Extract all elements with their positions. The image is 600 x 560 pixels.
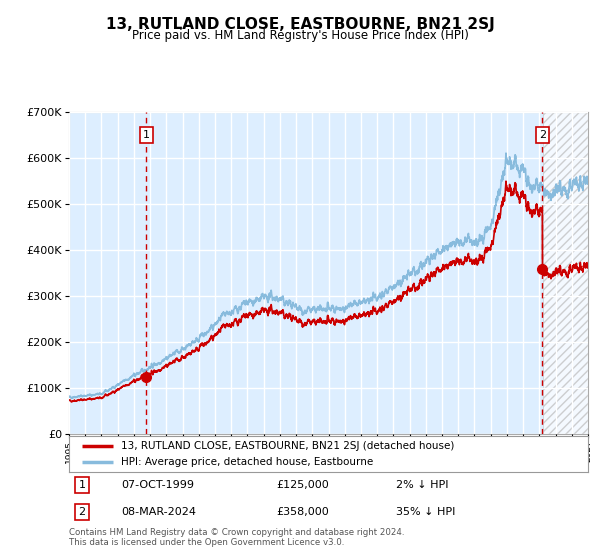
Text: HPI: Average price, detached house, Eastbourne: HPI: Average price, detached house, East…	[121, 457, 373, 467]
Text: Contains HM Land Registry data © Crown copyright and database right 2024.
This d: Contains HM Land Registry data © Crown c…	[69, 528, 404, 547]
Text: 35% ↓ HPI: 35% ↓ HPI	[396, 507, 455, 517]
Text: Price paid vs. HM Land Registry's House Price Index (HPI): Price paid vs. HM Land Registry's House …	[131, 29, 469, 42]
Text: 1: 1	[143, 130, 150, 140]
Text: 08-MAR-2024: 08-MAR-2024	[121, 507, 196, 517]
Text: 07-OCT-1999: 07-OCT-1999	[121, 480, 194, 490]
Text: 1: 1	[79, 480, 85, 490]
Text: £358,000: £358,000	[277, 507, 329, 517]
Bar	[544, 112, 600, 434]
Text: 2% ↓ HPI: 2% ↓ HPI	[396, 480, 448, 490]
Text: 13, RUTLAND CLOSE, EASTBOURNE, BN21 2SJ: 13, RUTLAND CLOSE, EASTBOURNE, BN21 2SJ	[106, 17, 494, 32]
Text: 2: 2	[539, 130, 546, 140]
Text: 2: 2	[79, 507, 86, 517]
Text: £125,000: £125,000	[277, 480, 329, 490]
Bar	[544, 112, 600, 434]
Text: 13, RUTLAND CLOSE, EASTBOURNE, BN21 2SJ (detached house): 13, RUTLAND CLOSE, EASTBOURNE, BN21 2SJ …	[121, 441, 454, 451]
